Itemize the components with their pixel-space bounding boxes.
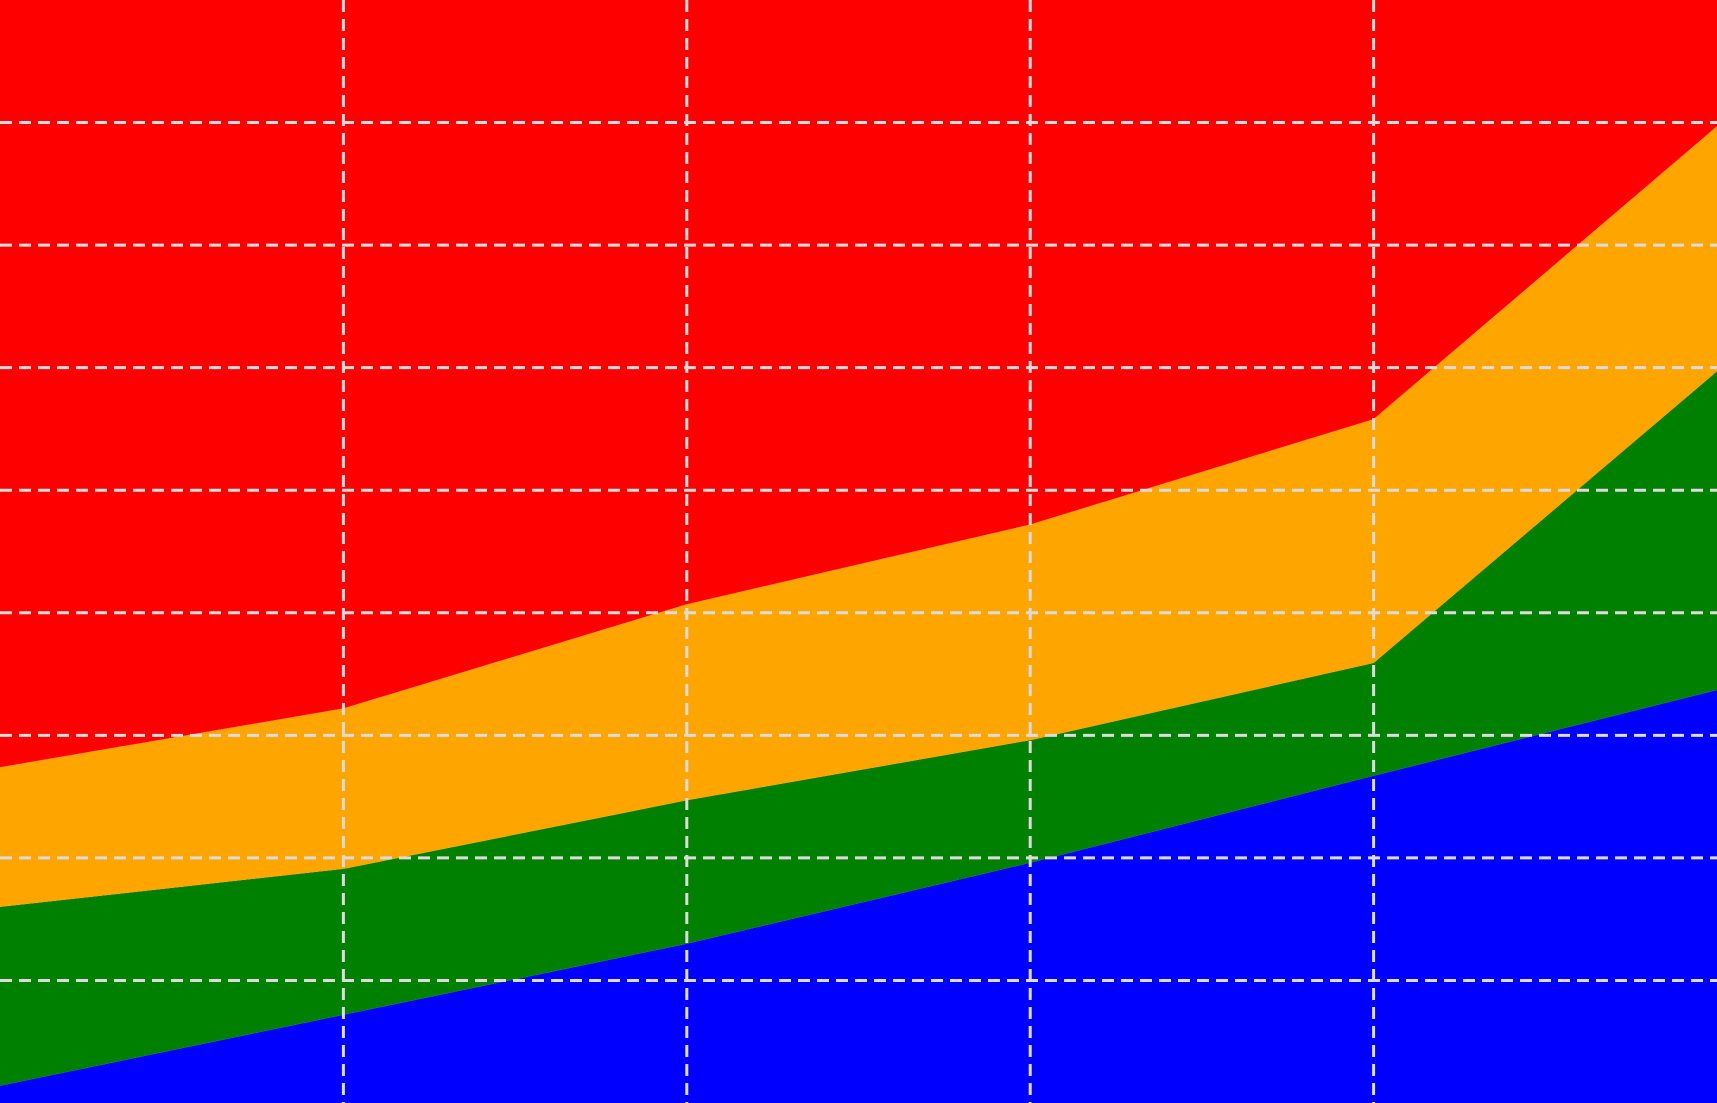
area-series-2	[0, 371, 1717, 1086]
area-series-4	[0, 0, 1717, 768]
area-series-3	[0, 126, 1717, 907]
area-series-1	[0, 690, 1717, 1103]
